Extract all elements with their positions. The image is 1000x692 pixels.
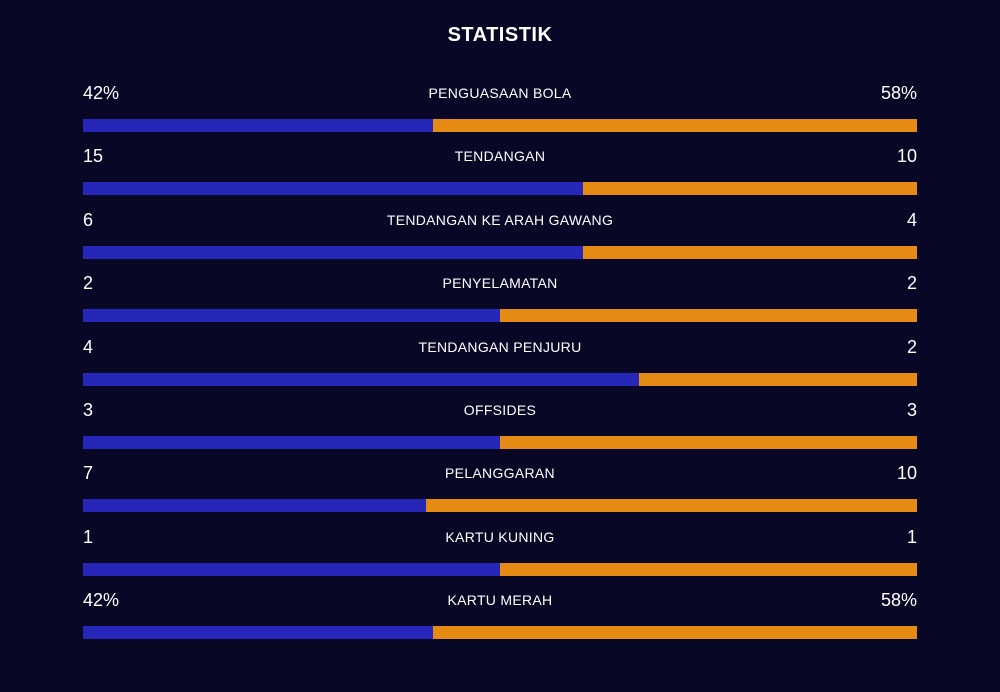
home-bar-segment: [83, 562, 500, 576]
away-bar-segment: [583, 182, 917, 196]
home-value: 15: [83, 146, 104, 167]
home-bar-segment: [83, 626, 434, 640]
stat-row: 2 PENYELAMATAN 2: [83, 270, 917, 333]
stat-label: TENDANGAN KE ARAH GAWANG: [386, 211, 614, 228]
home-bar-segment: [83, 119, 434, 132]
stat-row: 6 TENDANGAN KE ARAH GAWANG 4: [83, 207, 917, 270]
stat-row: 42% PENGUASAAN BOLA 58%: [83, 80, 917, 143]
home-bar-segment: [83, 182, 584, 196]
statistics-list: 42% PENGUASAAN BOLA 58% 15 TENDANGAN 10 …: [83, 80, 917, 651]
home-value: 4: [83, 336, 94, 357]
stat-label: TENDANGAN: [454, 148, 546, 165]
comparison-bar: [83, 435, 917, 449]
comparison-bar: [83, 182, 917, 196]
away-bar-segment: [500, 562, 917, 576]
stat-label: TENDANGAN PENJURU: [418, 338, 582, 355]
away-value: 10: [896, 463, 917, 484]
home-bar-segment: [83, 245, 584, 259]
comparison-bar: [83, 372, 917, 386]
stat-label: PENGUASAAN BOLA: [428, 85, 572, 101]
home-value: 1: [83, 526, 94, 547]
comparison-bar: [83, 626, 917, 640]
away-bar-segment: [639, 372, 917, 386]
stat-row: 15 TENDANGAN 10: [83, 143, 917, 206]
home-bar-segment: [83, 499, 427, 513]
home-bar-segment: [83, 372, 640, 386]
home-value: 42%: [83, 590, 120, 611]
stat-label: KARTU MERAH: [447, 592, 553, 609]
away-value: 2: [906, 336, 917, 357]
home-value: 3: [83, 399, 94, 420]
home-value: 2: [83, 273, 94, 294]
stat-label: PENYELAMATAN: [442, 275, 558, 292]
stat-label: KARTU KUNING: [445, 528, 555, 545]
home-value: 42%: [83, 83, 120, 103]
away-value: 2: [906, 273, 917, 294]
away-bar-segment: [583, 245, 917, 259]
stat-row: 3 OFFSIDES 3: [83, 397, 917, 460]
comparison-bar: [83, 562, 917, 576]
comparison-bar: [83, 309, 917, 323]
statistics-title: STATISTIK: [447, 24, 553, 46]
comparison-bar: [83, 245, 917, 259]
home-value: 7: [83, 463, 94, 484]
stat-row: 4 TENDANGAN PENJURU 2: [83, 334, 917, 397]
stat-row: 7 PELANGGARAN 10: [83, 460, 917, 523]
away-bar-segment: [426, 499, 917, 513]
away-value: 10: [896, 146, 917, 167]
comparison-bar: [83, 499, 917, 513]
comparison-bar: [83, 119, 917, 132]
away-bar-segment: [433, 119, 917, 132]
stat-row: 1 KARTU KUNING 1: [83, 524, 917, 587]
stat-label: PELANGGARAN: [445, 465, 555, 482]
away-value: 1: [906, 526, 917, 547]
home-bar-segment: [83, 309, 500, 323]
away-value: 58%: [880, 590, 917, 611]
away-bar-segment: [500, 309, 917, 323]
away-value: 4: [906, 209, 917, 230]
home-bar-segment: [83, 435, 500, 449]
away-value: 3: [906, 399, 917, 420]
away-value: 58%: [880, 83, 917, 103]
stat-row: 42% KARTU MERAH 58%: [83, 587, 917, 650]
away-bar-segment: [500, 435, 917, 449]
home-value: 6: [83, 209, 94, 230]
stat-label: OFFSIDES: [463, 401, 537, 418]
away-bar-segment: [433, 626, 917, 640]
